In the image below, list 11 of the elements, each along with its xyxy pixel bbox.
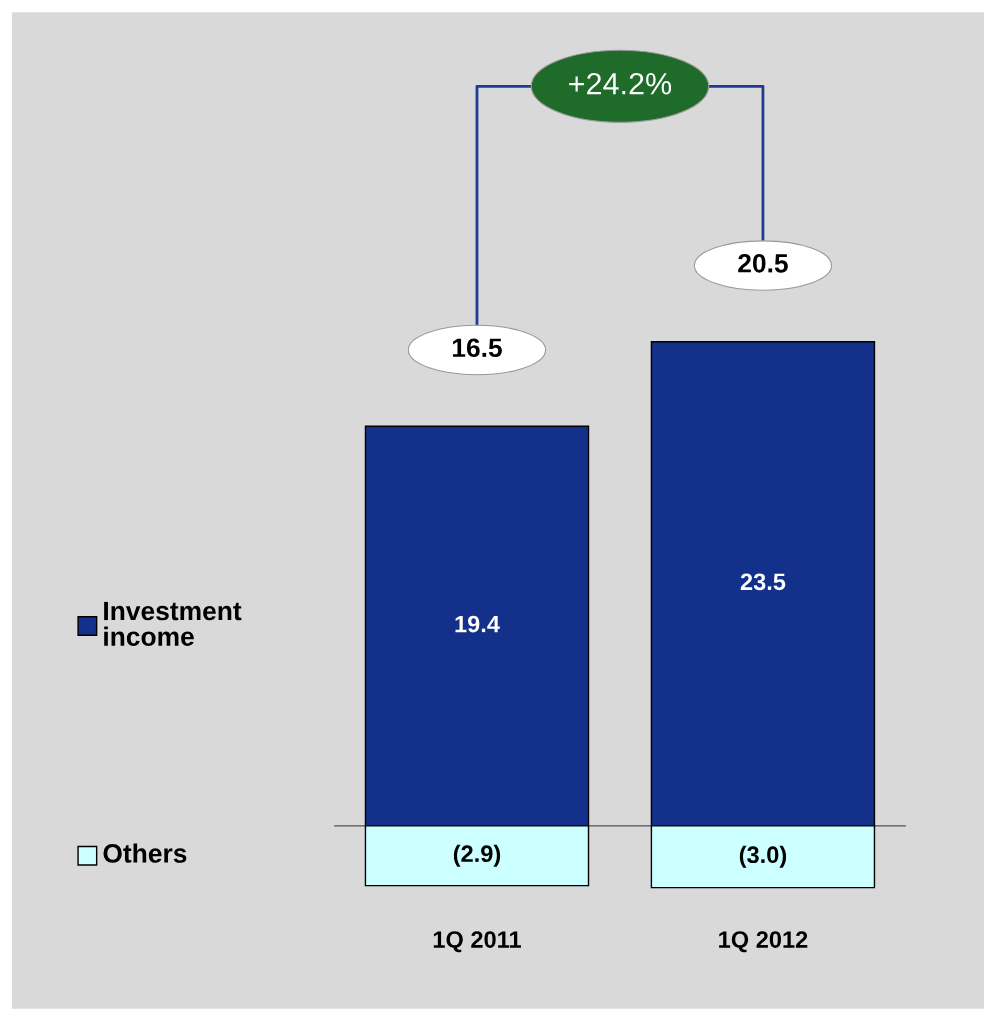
data-label: (2.9): [453, 844, 501, 867]
data-label: 19.4: [455, 615, 500, 633]
data-label: (3.0): [739, 845, 787, 868]
legend-label: Others: [103, 843, 187, 863]
legend-label: Investment income: [104, 601, 242, 646]
x-tick-label: 1Q 2012: [719, 931, 808, 953]
data-label: 23.5: [740, 573, 786, 591]
total-label: 16.5: [452, 338, 502, 358]
x-tick-label: 1Q 2011: [433, 931, 521, 953]
text: +24.2%: [569, 72, 672, 95]
total-label: 20.5: [738, 253, 788, 273]
